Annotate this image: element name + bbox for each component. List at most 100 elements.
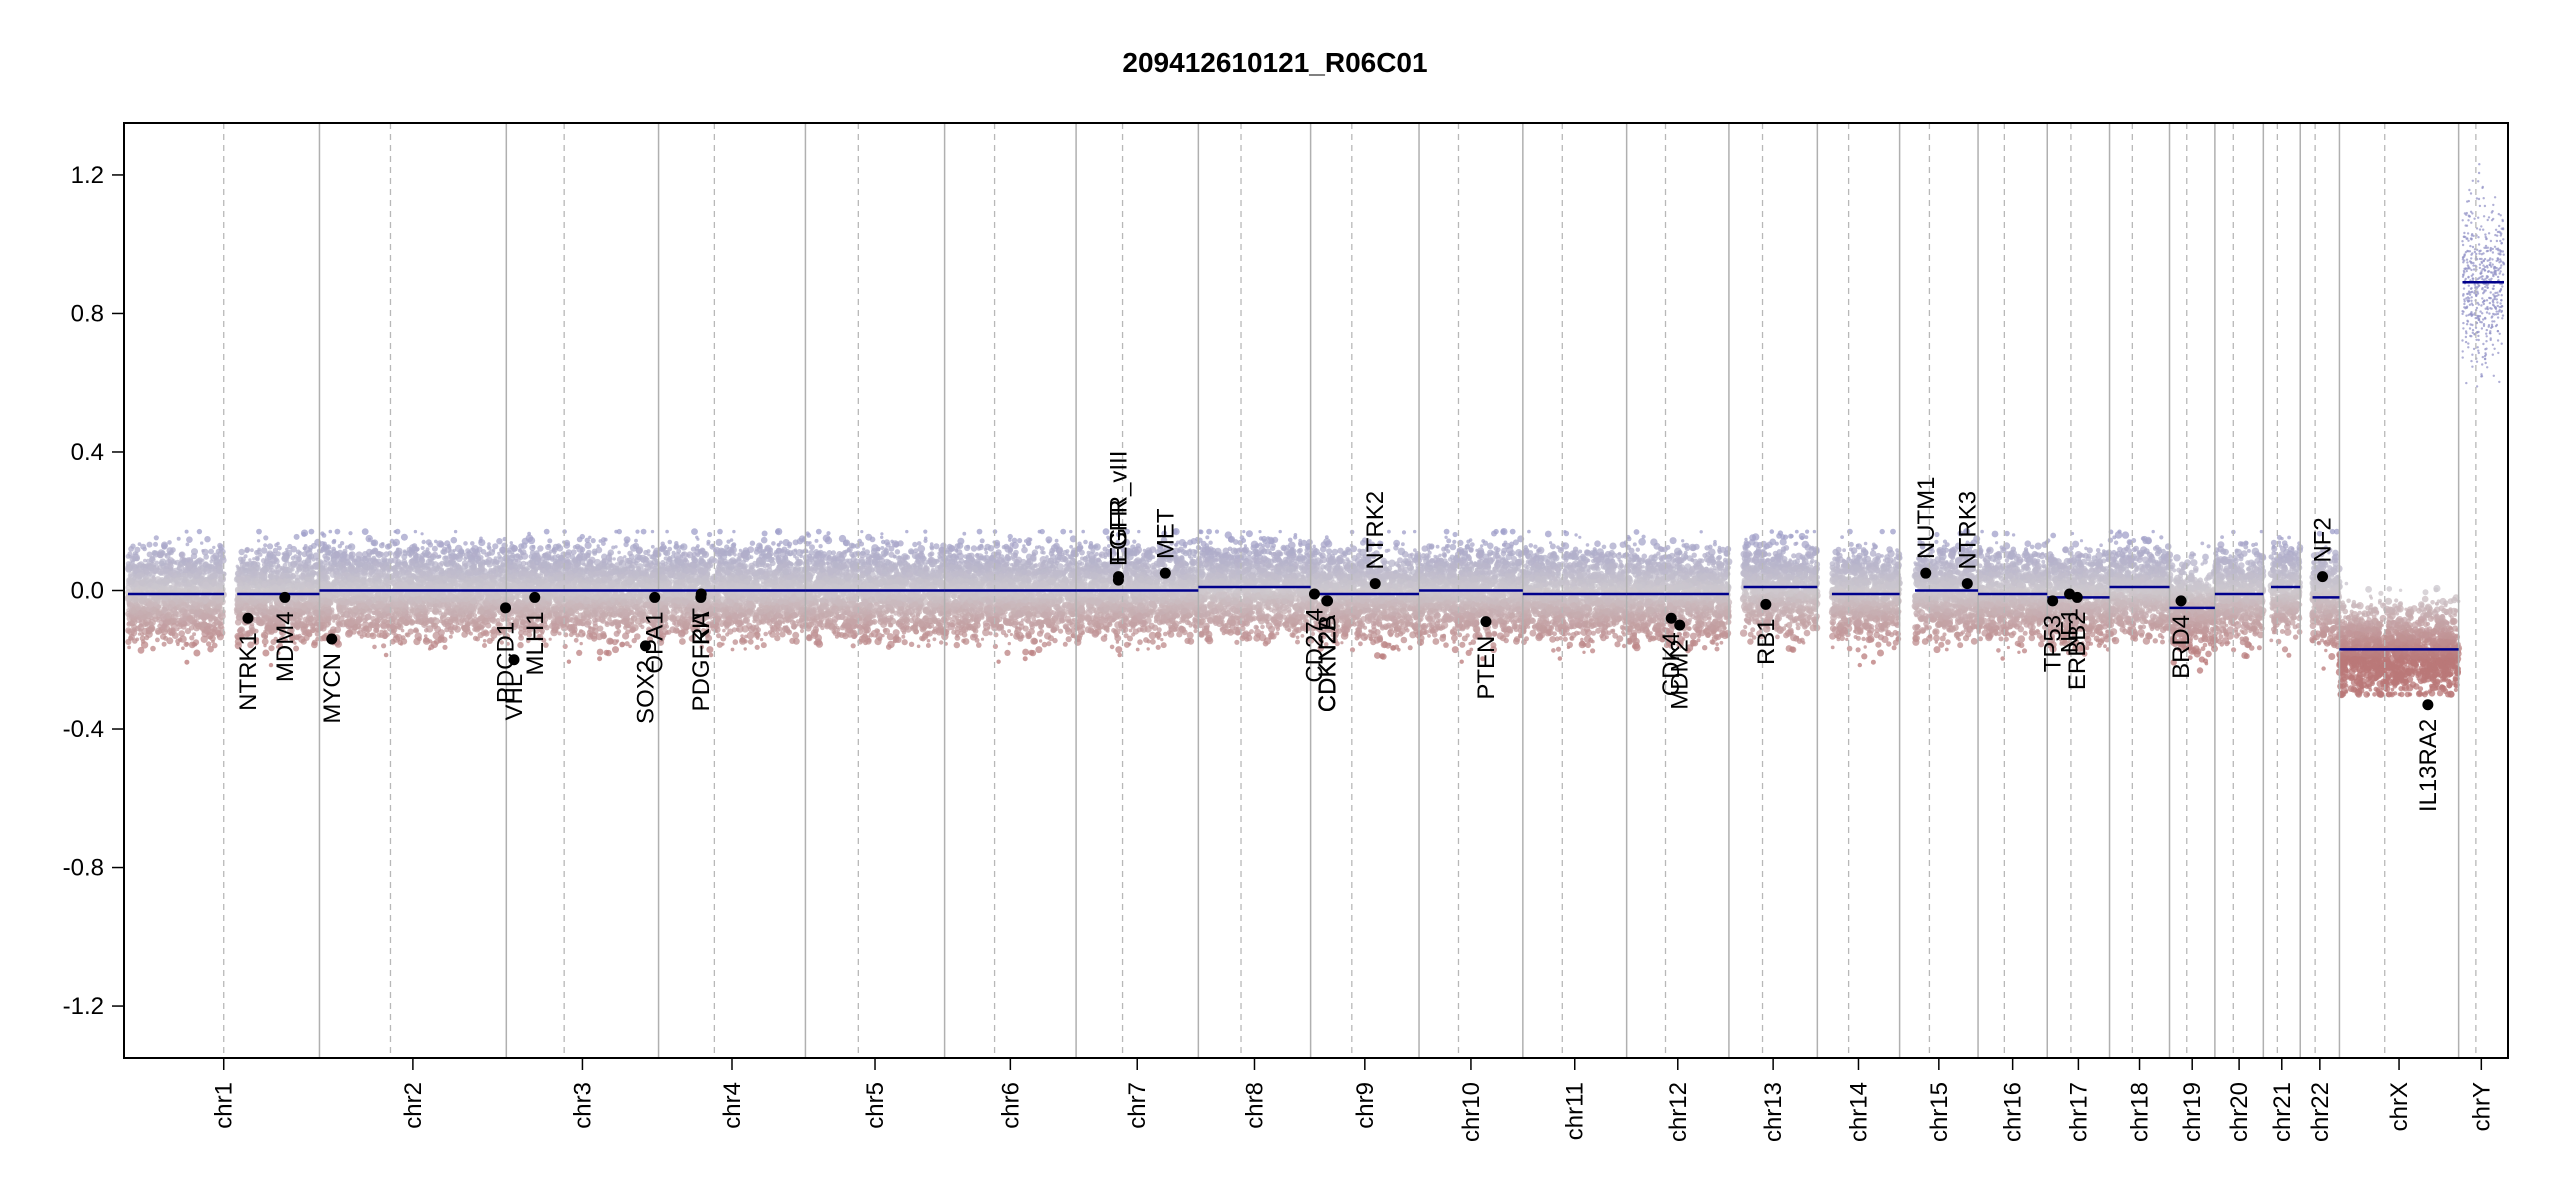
probe-point: [184, 659, 190, 665]
probe-point: [448, 634, 453, 639]
probe-point: [351, 571, 355, 576]
probe-point: [260, 547, 268, 554]
probe-point: [382, 629, 388, 635]
probe-point: [430, 640, 439, 649]
probe-point: [209, 559, 214, 563]
probe-point: [138, 610, 144, 616]
probe-point: [349, 595, 357, 602]
probe-point: [174, 577, 181, 584]
probe-point: [189, 635, 195, 641]
probe-point: [392, 573, 398, 579]
probe-point: [412, 555, 418, 561]
probe-point: [368, 569, 374, 576]
probe-point: [304, 576, 309, 581]
probe-point: [437, 635, 445, 643]
probe-point: [203, 554, 209, 560]
probe-point: [128, 580, 133, 585]
probe-point: [217, 542, 223, 549]
probe-point: [252, 581, 256, 586]
probe-point: [210, 586, 216, 593]
probe-point: [326, 609, 331, 614]
probe-point: [192, 632, 197, 637]
probe-point: [401, 582, 409, 590]
probe-point: [185, 599, 189, 603]
probe-point: [420, 532, 424, 536]
probe-point: [146, 600, 155, 608]
probe-point: [250, 610, 255, 614]
probe-point: [160, 623, 168, 630]
probe-point: [398, 565, 403, 570]
probe-point: [347, 619, 355, 627]
probe-point: [171, 613, 175, 618]
probe-point: [483, 576, 489, 582]
probe-point: [179, 569, 184, 574]
probe-point: [256, 528, 262, 535]
probe-point: [164, 552, 171, 559]
probe-point: [433, 575, 439, 580]
probe-point: [176, 566, 180, 570]
probe-point: [266, 595, 273, 602]
probe-point: [392, 601, 397, 606]
probe-point: [137, 632, 141, 636]
probe-point: [355, 581, 363, 588]
probe-point: [190, 568, 196, 574]
probe-point: [298, 595, 303, 601]
probe-point: [435, 599, 440, 604]
probe-point: [477, 607, 485, 615]
probe-point: [470, 620, 479, 628]
probe-point: [192, 601, 198, 607]
probe-point: [405, 632, 411, 638]
probe-point: [442, 644, 448, 650]
probe-point: [263, 643, 267, 648]
probe-point: [262, 649, 270, 657]
probe-point: [194, 573, 200, 579]
probe-point: [139, 635, 146, 642]
probe-point: [140, 543, 147, 550]
probe-point: [380, 566, 384, 571]
probe-point: [395, 611, 402, 617]
probe-point: [421, 539, 426, 545]
probe-point: [404, 613, 411, 620]
probe-point: [372, 644, 377, 650]
probe-point: [420, 546, 425, 550]
probe-point: [199, 577, 204, 582]
probe-point: [369, 564, 375, 570]
probe-point: [255, 611, 260, 616]
probe-point: [324, 621, 331, 628]
probe-point: [161, 607, 167, 613]
probe-point: [134, 546, 141, 553]
probe-point: [478, 538, 483, 544]
probe-point: [378, 601, 385, 609]
probe-point: [470, 541, 475, 546]
probe-point: [446, 616, 451, 621]
probe-point: [445, 598, 450, 603]
probe-point: [401, 576, 406, 580]
probe-point: [157, 570, 164, 576]
probe-point: [321, 533, 327, 538]
probe-point: [170, 622, 178, 630]
probe-point: [279, 603, 284, 607]
probe-point: [236, 566, 240, 570]
probe-point: [459, 549, 465, 555]
probe-point: [390, 624, 396, 630]
probe-point: [447, 557, 454, 563]
probe-point: [180, 588, 185, 594]
probe-point: [168, 585, 173, 589]
probe-point: [409, 560, 416, 567]
probe-point: [190, 552, 198, 560]
probe-point: [294, 574, 301, 581]
probe-point: [153, 541, 158, 547]
probe-point: [267, 554, 274, 561]
probe-point: [335, 571, 340, 576]
probe-point: [261, 615, 269, 622]
probe-point: [408, 596, 413, 602]
probe-point: [346, 629, 354, 637]
probe-point: [285, 549, 293, 557]
probe-point: [167, 570, 172, 576]
probe-point: [143, 558, 147, 563]
probe-point: [430, 590, 438, 599]
probe-point: [173, 561, 178, 565]
probe-point: [332, 538, 337, 543]
probe-point: [341, 605, 347, 610]
probe-point: [497, 565, 502, 570]
